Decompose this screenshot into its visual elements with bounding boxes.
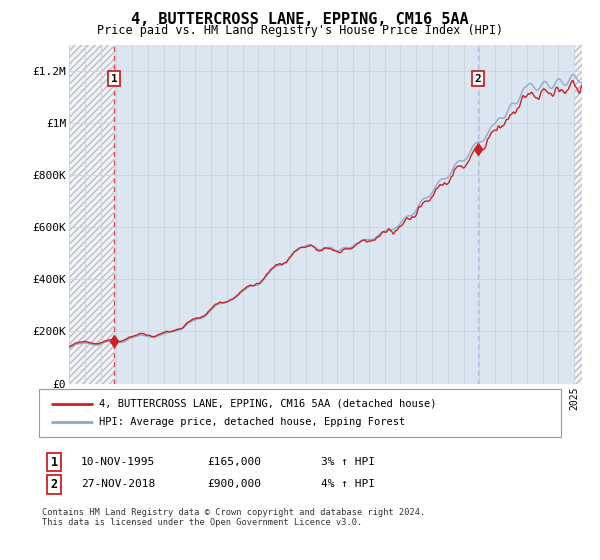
Text: 1: 1 (50, 455, 58, 469)
Text: 4, BUTTERCROSS LANE, EPPING, CM16 5AA: 4, BUTTERCROSS LANE, EPPING, CM16 5AA (131, 12, 469, 27)
Text: £165,000: £165,000 (207, 457, 261, 467)
Text: Price paid vs. HM Land Registry's House Price Index (HPI): Price paid vs. HM Land Registry's House … (97, 24, 503, 36)
Bar (69, 45, 114, 384)
Text: 3% ↑ HPI: 3% ↑ HPI (321, 457, 375, 467)
Text: 1: 1 (111, 74, 118, 83)
Text: HPI: Average price, detached house, Epping Forest: HPI: Average price, detached house, Eppi… (99, 417, 405, 427)
Bar (574, 45, 582, 384)
Text: 27-NOV-2018: 27-NOV-2018 (81, 479, 155, 489)
Text: 10-NOV-1995: 10-NOV-1995 (81, 457, 155, 467)
Text: Contains HM Land Registry data © Crown copyright and database right 2024.
This d: Contains HM Land Registry data © Crown c… (42, 508, 425, 528)
Text: 2: 2 (475, 74, 481, 83)
Text: 4% ↑ HPI: 4% ↑ HPI (321, 479, 375, 489)
Text: 4, BUTTERCROSS LANE, EPPING, CM16 5AA (detached house): 4, BUTTERCROSS LANE, EPPING, CM16 5AA (d… (99, 399, 437, 409)
Text: 2: 2 (50, 478, 58, 491)
Text: £900,000: £900,000 (207, 479, 261, 489)
